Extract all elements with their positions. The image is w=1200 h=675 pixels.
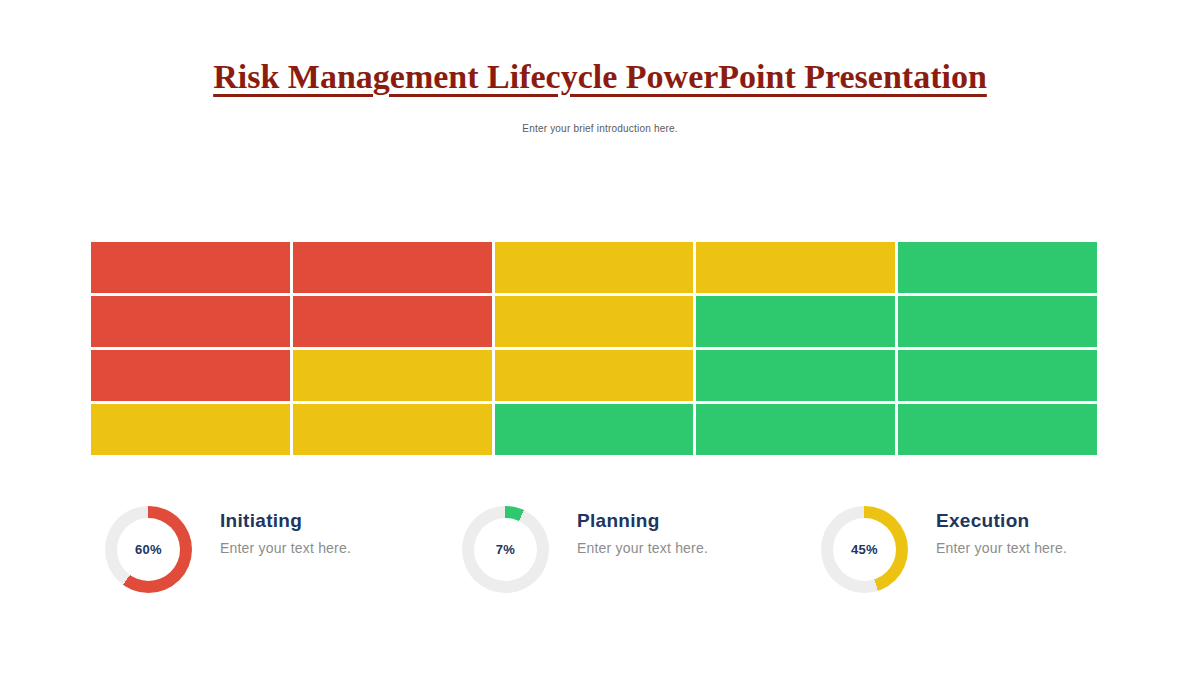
donut-chart-execution: 45% bbox=[821, 506, 908, 593]
heatmap-cell-red bbox=[293, 296, 492, 347]
heatmap-cell-yellow bbox=[293, 404, 492, 455]
donut-hole: 7% bbox=[474, 518, 537, 581]
stat-text-block: Planning Enter your text here. bbox=[577, 506, 708, 556]
stat-text-block: Execution Enter your text here. bbox=[936, 506, 1067, 556]
risk-heatmap-grid bbox=[91, 242, 1097, 455]
heatmap-cell-green bbox=[898, 242, 1097, 293]
slide-subtitle: Enter your brief introduction here. bbox=[0, 123, 1200, 134]
donut-hole: 45% bbox=[833, 518, 896, 581]
stat-label: Execution bbox=[936, 510, 1067, 532]
donut-percent-label: 60% bbox=[135, 542, 162, 557]
donut-percent-label: 45% bbox=[851, 542, 878, 557]
heatmap-cell-green bbox=[898, 296, 1097, 347]
heatmap-cell-yellow bbox=[696, 242, 895, 293]
heatmap-cell-yellow bbox=[91, 404, 290, 455]
donut-hole: 60% bbox=[117, 518, 180, 581]
heatmap-cell-yellow bbox=[495, 350, 694, 401]
donut-chart-initiating: 60% bbox=[105, 506, 192, 593]
heatmap-cell-green bbox=[898, 350, 1097, 401]
heatmap-cell-red bbox=[91, 350, 290, 401]
donut-percent-label: 7% bbox=[496, 542, 515, 557]
stat-item-initiating: 60% Initiating Enter your text here. bbox=[105, 506, 351, 593]
heatmap-cell-red bbox=[91, 296, 290, 347]
stat-text-block: Initiating Enter your text here. bbox=[220, 506, 351, 556]
heatmap-cell-green bbox=[696, 404, 895, 455]
stat-description: Enter your text here. bbox=[936, 540, 1067, 556]
heatmap-cell-green bbox=[696, 296, 895, 347]
stat-item-execution: 45% Execution Enter your text here. bbox=[821, 506, 1067, 593]
stat-label: Planning bbox=[577, 510, 708, 532]
stats-row: 60% Initiating Enter your text here. 7% … bbox=[0, 506, 1200, 596]
heatmap-cell-yellow bbox=[495, 242, 694, 293]
donut-chart-planning: 7% bbox=[462, 506, 549, 593]
heatmap-cell-green bbox=[696, 350, 895, 401]
stat-label: Initiating bbox=[220, 510, 351, 532]
heatmap-cell-green bbox=[495, 404, 694, 455]
stat-item-planning: 7% Planning Enter your text here. bbox=[462, 506, 708, 593]
heatmap-cell-yellow bbox=[495, 296, 694, 347]
heatmap-cell-yellow bbox=[293, 350, 492, 401]
heatmap-cell-red bbox=[91, 242, 290, 293]
presentation-slide: Risk Management Lifecycle PowerPoint Pre… bbox=[0, 0, 1200, 675]
stat-description: Enter your text here. bbox=[577, 540, 708, 556]
slide-title: Risk Management Lifecycle PowerPoint Pre… bbox=[0, 58, 1200, 96]
heatmap-cell-red bbox=[293, 242, 492, 293]
heatmap-cell-green bbox=[898, 404, 1097, 455]
stat-description: Enter your text here. bbox=[220, 540, 351, 556]
